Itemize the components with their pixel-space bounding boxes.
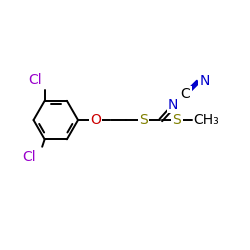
Text: Cl: Cl [28, 73, 42, 87]
Text: C: C [181, 87, 190, 101]
Text: Cl: Cl [22, 150, 36, 164]
Text: O: O [90, 113, 101, 127]
Text: CH₃: CH₃ [194, 113, 219, 127]
Text: N: N [199, 74, 209, 88]
Text: S: S [139, 113, 148, 127]
Text: N: N [168, 98, 178, 112]
Text: S: S [172, 113, 181, 127]
